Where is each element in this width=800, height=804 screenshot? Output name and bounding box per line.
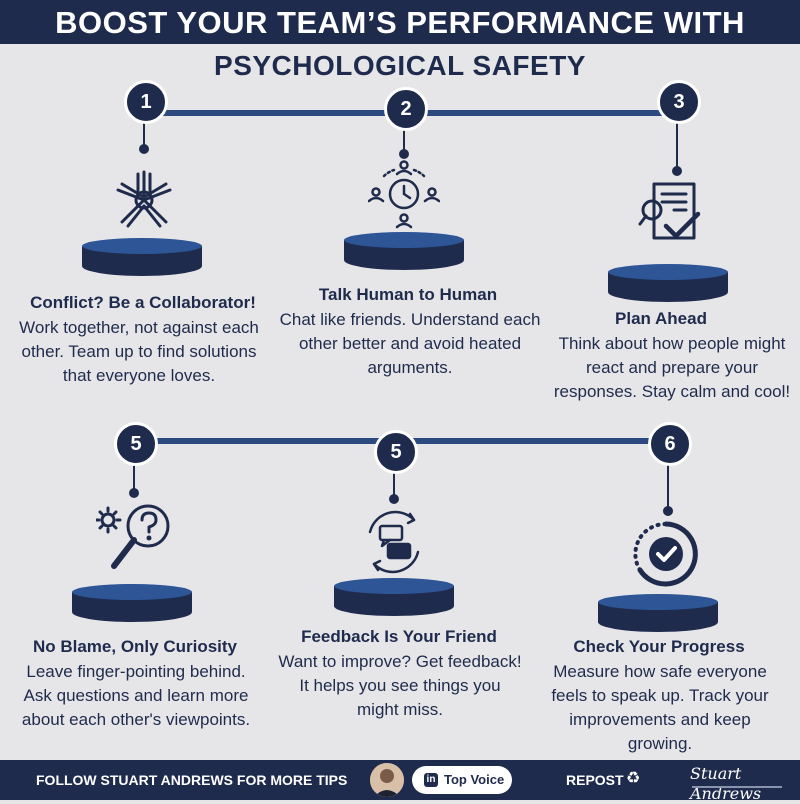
step-number-2: 2 bbox=[384, 87, 428, 131]
stem-dot-1 bbox=[139, 144, 149, 154]
gear-question-magnifier-icon bbox=[96, 504, 170, 569]
step-number-3: 3 bbox=[657, 80, 701, 124]
step-title-4: No Blame, Only Curiosity bbox=[32, 637, 238, 656]
repost-label[interactable]: REPOST bbox=[566, 772, 624, 788]
stem-6 bbox=[667, 460, 669, 510]
step-text-6: Measure how safe everyone feels to speak… bbox=[551, 662, 769, 753]
document-search-check-icon bbox=[638, 182, 701, 240]
stem-2 bbox=[403, 127, 405, 153]
stem-1 bbox=[143, 120, 145, 146]
feedback-cycle-icon bbox=[368, 510, 420, 574]
step-title-6: Check Your Progress bbox=[573, 637, 745, 656]
recycle-icon[interactable]: ♻ bbox=[626, 770, 641, 787]
stem-5 bbox=[393, 470, 395, 496]
stem-dot-4 bbox=[129, 488, 139, 498]
step-title-3: Plan Ahead bbox=[615, 309, 707, 328]
signature: Stuart Andrews bbox=[690, 764, 762, 803]
top-voice-badge[interactable]: in Top Voice bbox=[412, 766, 512, 794]
page-subtitle: PSYCHOLOGICAL SAFETY bbox=[214, 50, 586, 81]
step-number-6: 6 bbox=[648, 422, 692, 466]
title-bar bbox=[0, 0, 800, 44]
stem-4 bbox=[133, 460, 135, 490]
platform-1 bbox=[82, 238, 202, 276]
stem-dot-6 bbox=[663, 506, 673, 516]
platform-3 bbox=[608, 264, 728, 302]
step-text-3: Think about how people might react and p… bbox=[553, 334, 791, 401]
step-title-2: Talk Human to Human bbox=[318, 285, 498, 304]
avatar[interactable] bbox=[370, 763, 404, 797]
step-text-4: Leave finger-pointing behind. Ask questi… bbox=[21, 662, 251, 729]
linkedin-icon: in bbox=[424, 773, 438, 787]
avatar-icon bbox=[370, 763, 404, 797]
step-text-2: Chat like friends. Understand each other… bbox=[279, 310, 541, 377]
team-clock-icon bbox=[368, 160, 440, 229]
signature-underline bbox=[692, 786, 782, 788]
step-number-4: 5 bbox=[114, 422, 158, 466]
step-number-5: 5 bbox=[374, 430, 418, 474]
step-title-5: Feedback Is Your Friend bbox=[301, 627, 497, 646]
stem-dot-5 bbox=[389, 494, 399, 504]
stem-dot-3 bbox=[672, 166, 682, 176]
hands-together-icon bbox=[116, 170, 172, 228]
top-voice-label: Top Voice bbox=[444, 772, 505, 787]
stem-dot-2 bbox=[399, 149, 409, 159]
page-title: BOOST YOUR TEAM’S PERFORMANCE WITH bbox=[55, 5, 745, 40]
follow-text: FOLLOW STUART ANDREWS FOR MORE TIPS bbox=[36, 772, 348, 788]
stem-3 bbox=[676, 120, 678, 170]
platform-4 bbox=[72, 584, 192, 622]
step-text-1: Work together, not against each other. T… bbox=[19, 318, 259, 385]
platform-2 bbox=[344, 232, 464, 270]
step-title-1: Conflict? Be a Collaborator! bbox=[30, 293, 256, 312]
platform-6 bbox=[598, 594, 718, 632]
platform-5 bbox=[334, 578, 454, 616]
step-number-1: 1 bbox=[124, 80, 168, 124]
footer-bar: FOLLOW STUART ANDREWS FOR MORE TIPS in T… bbox=[0, 760, 800, 803]
step-text-5: Want to improve? Get feedback! It helps … bbox=[278, 652, 522, 719]
progress-check-icon bbox=[633, 521, 698, 587]
